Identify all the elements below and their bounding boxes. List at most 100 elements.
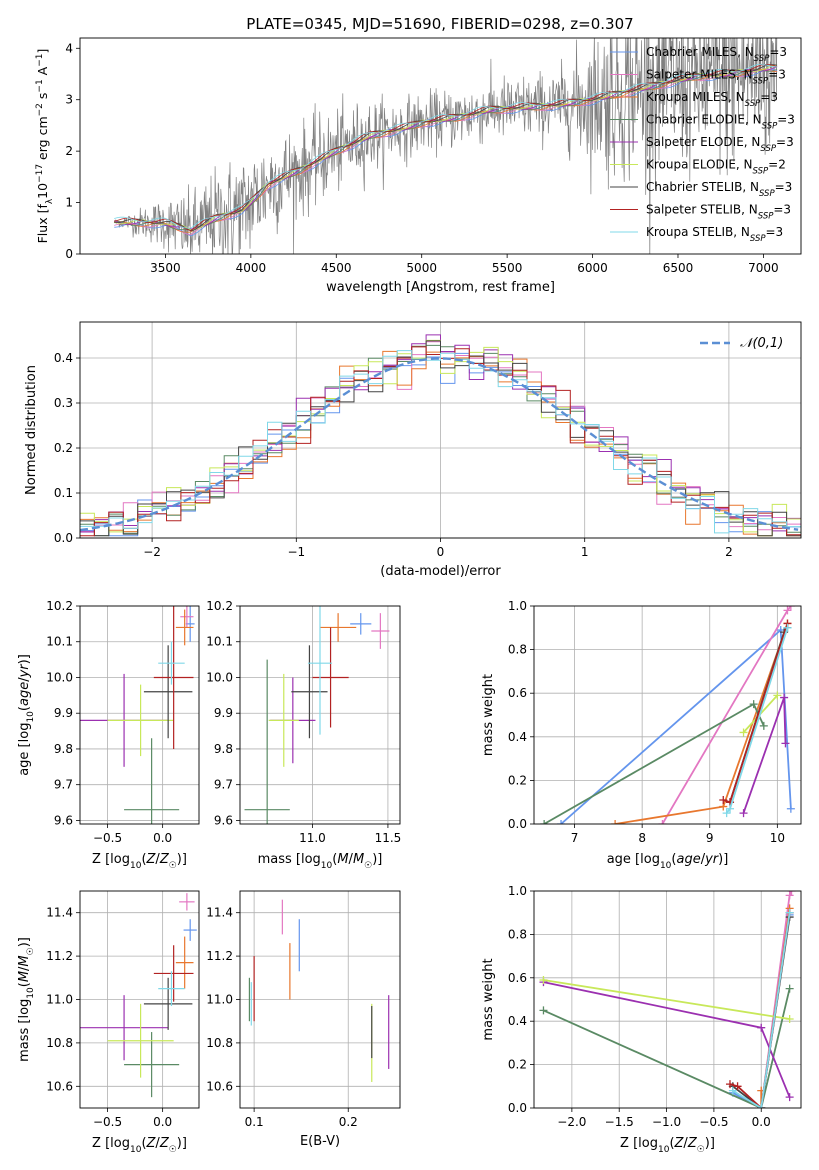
y-tick-label: 11.4 — [46, 906, 73, 920]
y-axis-label: Normed distribution — [24, 365, 39, 495]
x-axis-label: E(B-V) — [300, 1134, 340, 1149]
x-tick-label: 5500 — [492, 261, 523, 275]
y-tick-label: 1.0 — [508, 884, 527, 898]
weight-series-line — [543, 979, 790, 1020]
panel-mass-vs-z: −0.5 0.0 10.6 10.8 11.0 11.2 11.4 Z [log10(Z/Z☉… — [17, 890, 200, 1155]
y-axis-label: mass weight — [481, 958, 496, 1040]
model-spectrum-line — [114, 63, 778, 229]
y-tick-label: 0.0 — [508, 1101, 527, 1115]
y-tick-label: 9.7 — [54, 778, 73, 792]
x-tick-label: 10 — [770, 831, 785, 845]
y-tick-label: 0.3 — [54, 396, 73, 410]
y-tick-label: 10.2 — [206, 599, 233, 613]
weight-point-marker — [725, 1080, 734, 1089]
residual-histogram-step — [80, 350, 801, 534]
y-tick-label: 11.2 — [46, 949, 73, 963]
weight-point-marker — [719, 796, 728, 805]
x-tick-label: 1 — [581, 545, 589, 559]
mass-vs-z-plot-area — [80, 893, 197, 1098]
y-axis-label: age [log10(age/yr)] — [17, 654, 36, 776]
axes-frame — [533, 605, 802, 825]
y-tick-label: 0.4 — [508, 1014, 527, 1028]
x-tick-label: −1.5 — [605, 1115, 634, 1129]
weight-point-marker — [722, 809, 731, 818]
axes-frame — [79, 37, 802, 255]
x-tick-label: −0.5 — [699, 1115, 728, 1129]
panel-spectrum: 3500 4000 4500 5000 5500 6000 6500 7000 0 1 2 3 4 wav… — [35, 37, 802, 295]
x-tick-label: 0 — [437, 545, 445, 559]
age-vs-z-plot-area — [80, 606, 195, 824]
y-tick-label: 9.8 — [214, 742, 233, 756]
axes-frame — [239, 890, 401, 1109]
x-tick-label: 2 — [725, 545, 733, 559]
weight-point-marker — [785, 984, 794, 993]
legend-entry-label: Kroupa ELODIE, NSSP=2 — [646, 158, 786, 177]
y-tick-label: 11.4 — [206, 906, 233, 920]
y-tick-label: 0.0 — [508, 817, 527, 831]
y-tick-label: 11.2 — [206, 949, 233, 963]
weight-series-line — [732, 912, 791, 1108]
weight-point-marker — [540, 820, 549, 824]
y-tick-label: 0 — [65, 247, 73, 261]
x-tick-label: 0.2 — [339, 1115, 358, 1129]
x-tick-label: −2 — [143, 545, 161, 559]
weight-point-marker — [611, 820, 620, 824]
y-tick-label: 9.6 — [214, 813, 233, 827]
y-axis-label: mass weight — [481, 674, 496, 756]
panel-weight-vs-z: −2.0 −1.5 −1.0 −0.5 0.0 0.0 0.2 0.4 0.6 0.8 1.0 Z [… — [481, 884, 802, 1155]
weight-series-line — [661, 606, 792, 824]
x-axis-label: age [log10(age/yr)] — [607, 852, 729, 871]
y-tick-label: 10.0 — [46, 670, 73, 684]
weight-vs-age-plot-area — [540, 606, 795, 824]
y-tick-label: 10.8 — [46, 1036, 73, 1050]
weight-point-marker — [539, 1006, 548, 1015]
y-tick-label: 10.1 — [46, 635, 73, 649]
y-tick-label: 0.0 — [54, 531, 73, 545]
weight-point-marker — [785, 1093, 794, 1102]
weight-series-line — [742, 697, 787, 814]
y-axis-label: mass [log10(M/M☉)] — [17, 937, 36, 1062]
y-tick-label: 11.0 — [206, 993, 233, 1007]
y-tick-label: 0.6 — [508, 971, 527, 985]
panel-residual-histogram: −2 −1 0 1 2 0.0 0.1 0.2 0.3 0.4 (data-model)/error… — [24, 321, 802, 579]
y-tick-label: 0.6 — [508, 686, 527, 700]
axes-frame — [533, 890, 802, 1109]
x-tick-label: −0.5 — [93, 1115, 122, 1129]
x-tick-label: 0.0 — [153, 831, 172, 845]
normal-curve-line — [80, 357, 799, 532]
x-tick-label: 0.1 — [245, 1115, 264, 1129]
x-tick-label: 0.0 — [153, 1115, 172, 1129]
figure-title: PLATE=0345, MJD=51690, FIBERID=0298, z=0… — [246, 15, 633, 33]
y-tick-label: 9.9 — [54, 706, 73, 720]
x-tick-label: 3500 — [150, 261, 181, 275]
y-tick-label: 10.0 — [206, 670, 233, 684]
histogram-plot-area — [80, 334, 801, 537]
weight-point-marker — [557, 820, 566, 824]
weight-point-marker — [783, 623, 792, 632]
legend-entry-label: Salpeter STELIB, NSSP=3 — [646, 203, 791, 222]
legend-entry-label: Chabrier ELODIE, NSSP=3 — [646, 113, 795, 132]
x-tick-label: 4000 — [236, 261, 267, 275]
x-axis-label: Z [log10(Z/Z☉)] — [92, 852, 187, 871]
x-axis-label: mass [log10(M/M☉)] — [258, 852, 383, 871]
y-tick-label: 10.2 — [46, 599, 73, 613]
axes-frame — [79, 605, 200, 825]
weight-point-marker — [785, 1015, 794, 1024]
x-tick-label: 6000 — [577, 261, 608, 275]
y-tick-label: 9.8 — [54, 742, 73, 756]
weight-point-marker — [749, 700, 758, 709]
y-tick-label: 10.1 — [206, 635, 233, 649]
axes-frame — [79, 321, 802, 539]
legend-entry-label: Kroupa MILES, NSSP=3 — [646, 90, 778, 109]
weight-point-marker — [786, 804, 795, 813]
weight-point-marker — [739, 809, 748, 818]
weight-point-marker — [739, 728, 748, 737]
x-tick-label: 6500 — [663, 261, 694, 275]
panel-age-vs-z: −0.5 0.0 9.6 9.7 9.8 9.9 10.0 10.1 10.2 Z [log10(… — [17, 599, 200, 871]
x-tick-label: 11.0 — [299, 831, 326, 845]
weight-point-marker — [783, 606, 792, 615]
weight-point-marker — [726, 804, 735, 813]
y-tick-label: 0.2 — [508, 773, 527, 787]
y-tick-label: 9.6 — [54, 813, 73, 827]
x-tick-label: −0.5 — [93, 831, 122, 845]
